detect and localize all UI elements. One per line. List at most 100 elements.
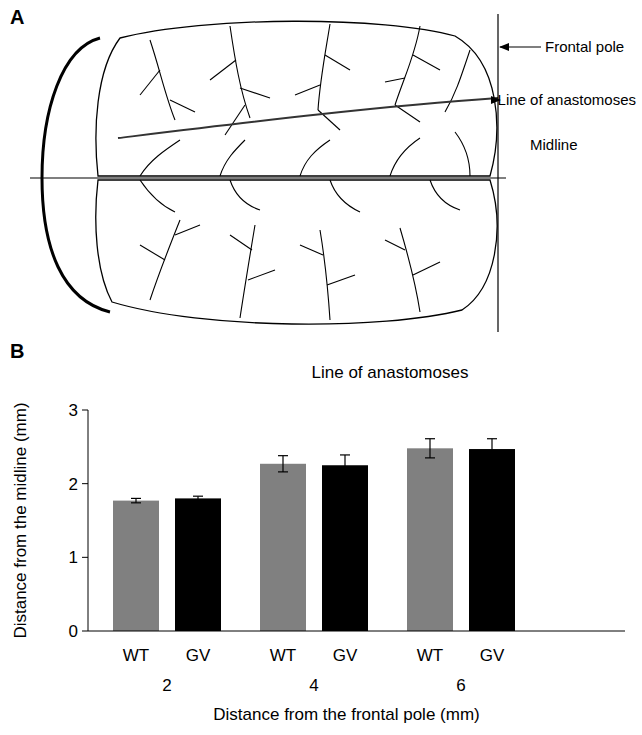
- vessel: [318, 24, 330, 110]
- y-tick-label: 2: [69, 475, 78, 494]
- y-axis-title: Distance from the midline (mm): [11, 402, 30, 638]
- error-cap: [193, 500, 203, 501]
- error-bar: [278, 456, 288, 472]
- series-label: WT: [270, 646, 296, 665]
- vessel: [230, 235, 252, 250]
- diagram-label: Frontal pole: [545, 38, 624, 55]
- vessel: [455, 132, 470, 176]
- vessel: [170, 100, 195, 112]
- diagram-label: Midline: [530, 136, 578, 153]
- vessel: [395, 26, 420, 105]
- error-bar: [193, 496, 203, 500]
- vessel: [413, 55, 440, 70]
- error-cap: [487, 459, 497, 460]
- vessel: [240, 225, 255, 318]
- series-label: GV: [480, 646, 505, 665]
- error-cap: [278, 455, 288, 456]
- vessel: [140, 245, 165, 260]
- bar: [469, 449, 515, 631]
- vessel: [295, 85, 320, 95]
- vessel: [150, 40, 175, 120]
- vessel: [140, 70, 160, 95]
- error-cap: [278, 471, 288, 472]
- vessel: [395, 105, 420, 122]
- vessel: [230, 26, 250, 118]
- series-label: GV: [186, 646, 211, 665]
- panel-letter: B: [10, 340, 24, 362]
- error-cap: [131, 498, 141, 499]
- vessel: [140, 180, 175, 212]
- panel-letter: A: [10, 6, 24, 28]
- vessel: [175, 225, 200, 235]
- error-bar: [487, 439, 497, 460]
- bar: [175, 498, 221, 631]
- y-tick: [82, 483, 88, 484]
- y-tick-label: 0: [69, 622, 78, 641]
- vessel: [385, 78, 405, 82]
- bar: [113, 501, 159, 631]
- error-cap: [425, 438, 435, 439]
- vessel: [248, 270, 275, 280]
- series-label: WT: [417, 646, 443, 665]
- error-cap: [487, 438, 497, 439]
- bars: [113, 439, 515, 631]
- midline: [30, 177, 506, 178]
- label-arrow: [494, 99, 500, 100]
- error-bar: [131, 498, 141, 502]
- vessel: [225, 105, 245, 135]
- vessel: [240, 88, 270, 98]
- x-tick-label: 4: [309, 676, 318, 695]
- y-tick: [82, 557, 88, 558]
- vessel: [210, 60, 236, 80]
- diagram-label: Line of anastomoses: [498, 91, 636, 108]
- vessel: [400, 228, 420, 312]
- chart-title: Line of anastomoses: [312, 363, 469, 382]
- vessel: [390, 138, 420, 176]
- posterior-outline: [42, 38, 110, 312]
- vessel: [320, 230, 330, 320]
- vessel: [430, 180, 460, 210]
- error-cap: [340, 454, 350, 455]
- vessel: [385, 240, 405, 250]
- error-cap: [340, 475, 350, 476]
- y-tick: [82, 631, 88, 632]
- y-tick: [82, 410, 88, 411]
- x-axis-title: Distance from the frontal pole (mm): [213, 705, 479, 724]
- brain-diagram: [30, 14, 506, 332]
- vessel: [230, 180, 260, 210]
- frontal-pole-line: [497, 14, 498, 332]
- hemisphere: [96, 180, 497, 324]
- y-tick-label: 1: [69, 548, 78, 567]
- bar: [260, 464, 306, 631]
- vessel: [300, 140, 330, 176]
- error-stem: [282, 456, 283, 472]
- x-axis: [88, 631, 625, 632]
- error-stem: [135, 498, 136, 502]
- figure: A Frontal pole Line of anastomoses Midline B…: [0, 0, 642, 735]
- error-stem: [429, 439, 430, 458]
- error-cap: [131, 502, 141, 503]
- vessel: [445, 50, 470, 112]
- x-tick-label: 6: [456, 676, 465, 695]
- vessel: [330, 180, 360, 212]
- series-label: GV: [333, 646, 358, 665]
- x-tick-label: 2: [162, 676, 171, 695]
- vessel: [413, 262, 440, 275]
- bar: [407, 448, 453, 631]
- vessel: [327, 275, 355, 285]
- vessel: [220, 140, 245, 176]
- bar: [322, 465, 368, 631]
- error-stem: [344, 455, 345, 476]
- error-cap: [425, 457, 435, 458]
- vessel: [300, 245, 323, 255]
- error-bar: [425, 439, 435, 458]
- y-tick-label: 3: [69, 401, 78, 420]
- vessel: [325, 55, 350, 70]
- series-label: WT: [123, 646, 149, 665]
- error-stem: [197, 496, 198, 500]
- y-axis: [88, 410, 89, 631]
- error-cap: [193, 496, 203, 497]
- error-stem: [491, 439, 492, 460]
- label-arrow: [500, 46, 541, 47]
- error-bar: [340, 455, 350, 476]
